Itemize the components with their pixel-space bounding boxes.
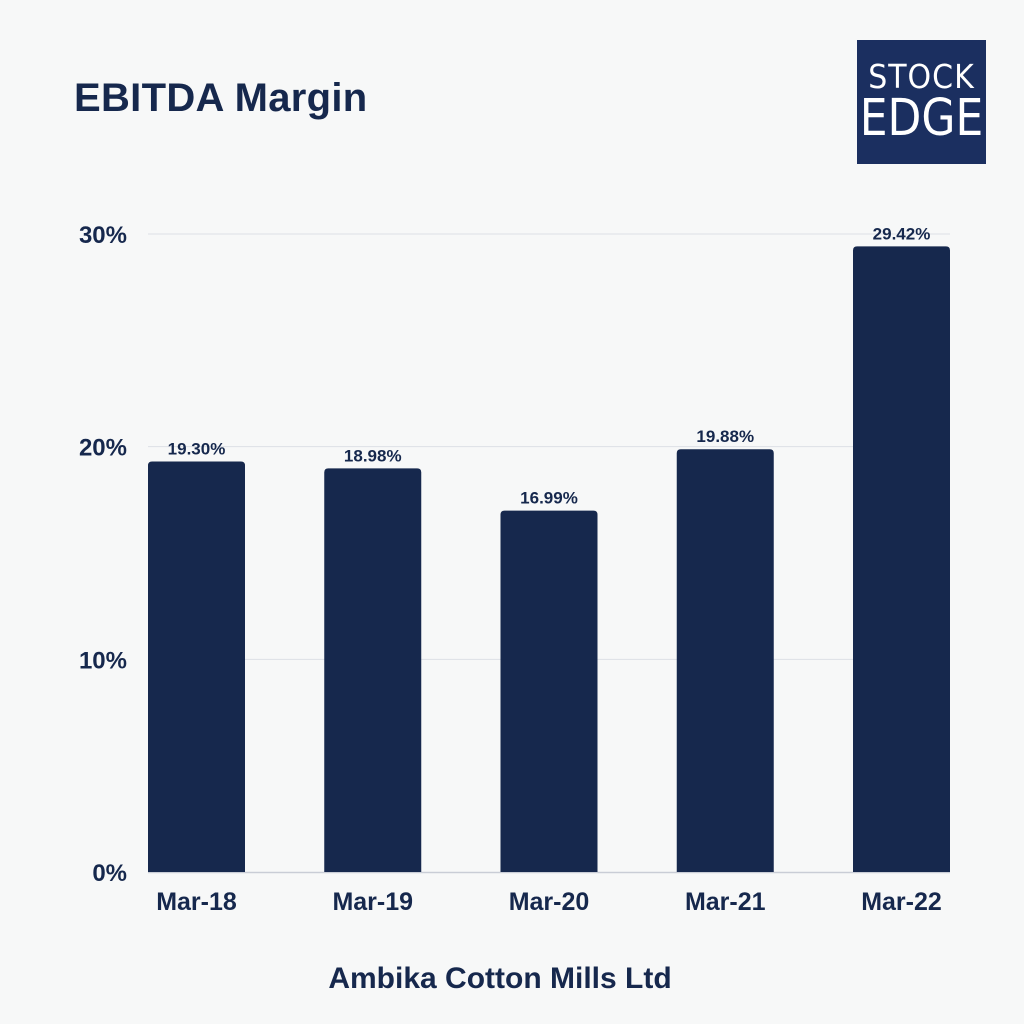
x-tick-label: Mar-22 (861, 888, 942, 916)
bar (148, 461, 245, 872)
data-label: 19.30% (168, 440, 226, 459)
data-label: 18.98% (344, 446, 402, 465)
y-tick-label: 10% (79, 647, 127, 674)
data-label: 19.88% (696, 427, 754, 446)
bar (324, 468, 422, 872)
y-tick-label: 20% (79, 435, 127, 462)
y-tick-label: 0% (92, 860, 127, 887)
logo-line-1: STOCK (868, 58, 975, 97)
data-label: 29.42% (873, 224, 931, 243)
x-tick-label: Mar-21 (685, 888, 766, 916)
bar (676, 449, 774, 872)
data-label: 16.99% (520, 489, 578, 508)
y-tick-label: 30% (79, 222, 127, 249)
chart-title: EBITDA Margin (74, 76, 368, 120)
bar (853, 246, 950, 873)
stockedge-logo: STOCK EDGE (857, 40, 986, 164)
company-name: Ambika Cotton Mills Ltd (328, 962, 672, 995)
x-tick-label: Mar-19 (332, 888, 413, 916)
bar (500, 510, 598, 872)
x-tick-label: Mar-18 (156, 888, 237, 916)
logo-line-2: EDGE (859, 89, 984, 148)
x-tick-label: Mar-20 (509, 888, 590, 916)
